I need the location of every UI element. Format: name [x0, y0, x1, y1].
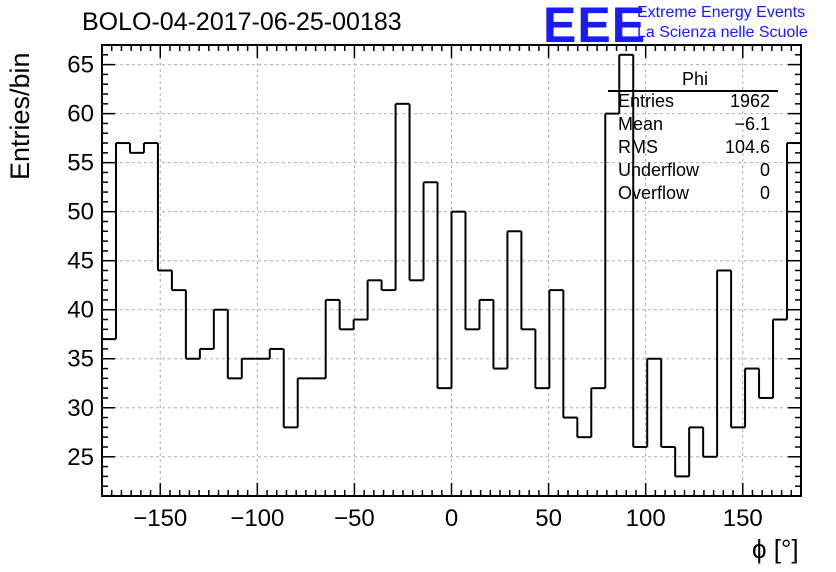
stats-separator	[608, 90, 778, 92]
y-tick-label: 30	[67, 395, 94, 422]
stats-key: Mean	[618, 114, 664, 134]
stats-key: Entries	[618, 91, 675, 111]
axis-ticks	[102, 44, 801, 496]
stats-row-underflow: Underflow 0	[618, 159, 778, 182]
stats-key: Underflow	[618, 160, 700, 180]
stats-row-overflow: Overflow 0	[618, 182, 778, 205]
y-tick-label: 65	[67, 52, 94, 79]
axis-tick-labels: −150 −100 −50 0 50 100 150 25 30 35 40 45 50 55 60 65	[67, 52, 762, 532]
y-tick-label: 50	[67, 199, 94, 226]
stats-value: 104.6	[724, 137, 770, 157]
stats-value: 0	[759, 160, 770, 180]
chart-title: BOLO-04-2017-06-25-00183	[82, 8, 402, 36]
stats-value: 1962	[729, 91, 770, 111]
y-tick-label: 55	[67, 150, 94, 177]
x-tick-label: 50	[535, 505, 562, 532]
x-tick-label: 0	[445, 505, 458, 532]
x-tick-label: −50	[334, 505, 375, 532]
stats-key: Overflow	[618, 183, 690, 203]
eee-logo: EEE	[543, 0, 647, 53]
logo-line-2: La Scienza nelle Scuole	[637, 24, 808, 41]
y-tick-label: 35	[67, 346, 94, 373]
stats-box: Phi Entries 1962 Mean −6.1 RMS 104.6 Und…	[608, 68, 778, 205]
stats-row-rms: RMS 104.6	[618, 136, 778, 159]
stats-row-mean: Mean −6.1	[618, 113, 778, 136]
logo-line-1: Extreme Energy Events	[637, 4, 806, 21]
x-tick-label: 150	[723, 505, 763, 532]
y-tick-label: 45	[67, 248, 94, 275]
x-axis-label: ϕ [°]	[752, 534, 799, 564]
y-tick-label: 25	[67, 444, 94, 471]
stats-row-entries: Entries 1962	[618, 90, 778, 113]
stats-name: Phi	[681, 69, 708, 89]
stats-value: 0	[759, 183, 770, 203]
x-tick-label: 100	[626, 505, 666, 532]
stats-key: RMS	[618, 137, 658, 157]
y-tick-label: 60	[67, 101, 94, 128]
stats-value: −6.1	[734, 114, 770, 134]
x-tick-label: −100	[230, 505, 284, 532]
x-tick-label: −150	[133, 505, 187, 532]
y-axis-label: Entries/bin	[5, 52, 35, 180]
y-tick-label: 40	[67, 297, 94, 324]
